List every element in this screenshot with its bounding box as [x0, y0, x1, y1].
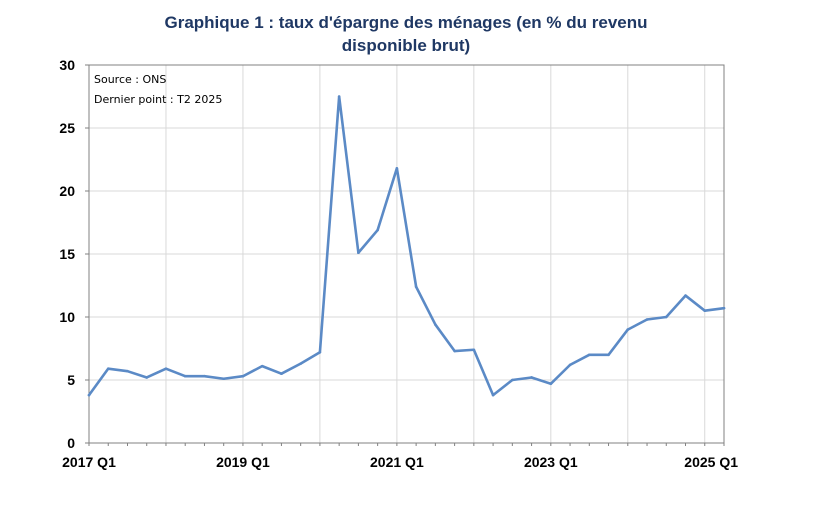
data-point [87, 393, 91, 397]
data-point [684, 294, 687, 297]
x-tick-label: 2017 Q1 [62, 454, 116, 470]
data-point [568, 363, 572, 367]
grid-lines [89, 65, 724, 443]
data-point [357, 251, 360, 255]
data-point [106, 367, 110, 370]
x-tick-label: 2025 Q1 [684, 454, 738, 470]
data-point [260, 364, 264, 368]
data-point [145, 376, 149, 379]
data-point [722, 306, 726, 310]
series-line [87, 95, 726, 397]
data-point [280, 372, 283, 376]
y-tick-label: 0 [67, 435, 75, 451]
y-axis-labels: 0 5 10 15 20 25 30 [59, 57, 75, 451]
chart-title-line-2: disponible brut) [342, 36, 470, 55]
data-point [414, 285, 418, 289]
data-point [511, 378, 514, 382]
data-point [164, 367, 168, 370]
data-point [222, 377, 225, 381]
x-tick-label: 2023 Q1 [524, 454, 578, 470]
chart-title-line-1: Graphique 1 : taux d'épargne des ménages… [165, 13, 648, 32]
data-point [241, 374, 245, 378]
y-tick-label: 30 [59, 57, 75, 73]
data-point [434, 323, 437, 326]
data-point [588, 353, 591, 357]
data-point [453, 349, 456, 353]
data-point [645, 318, 649, 321]
y-tick-label: 15 [59, 246, 75, 262]
y-tick-label: 10 [59, 309, 75, 325]
x-axis-labels: 2017 Q1 2019 Q1 2021 Q1 2023 Q1 2025 Q1 [62, 454, 738, 470]
data-point [472, 348, 476, 352]
x-tick-label: 2019 Q1 [216, 454, 270, 470]
series-layer [87, 95, 726, 397]
data-point [376, 228, 379, 232]
data-point [299, 362, 302, 365]
data-point [626, 328, 630, 331]
y-tick-label: 20 [59, 183, 75, 199]
data-point [703, 309, 707, 313]
data-point [607, 353, 610, 357]
data-point [530, 376, 533, 379]
data-point [549, 382, 553, 386]
data-point [126, 369, 129, 373]
y-tick-label: 5 [67, 372, 75, 388]
data-point [337, 95, 341, 98]
data-point [318, 350, 322, 354]
axis-ticks [85, 64, 725, 446]
last-point-note: Dernier point : T2 2025 [94, 93, 222, 106]
data-point [183, 374, 187, 378]
source-note: Source : ONS [94, 73, 166, 86]
data-point [664, 315, 668, 319]
y-tick-label: 25 [59, 120, 75, 136]
x-tick-label: 2021 Q1 [370, 454, 424, 470]
data-point [491, 393, 495, 397]
data-point [203, 374, 206, 378]
data-point [395, 167, 399, 170]
